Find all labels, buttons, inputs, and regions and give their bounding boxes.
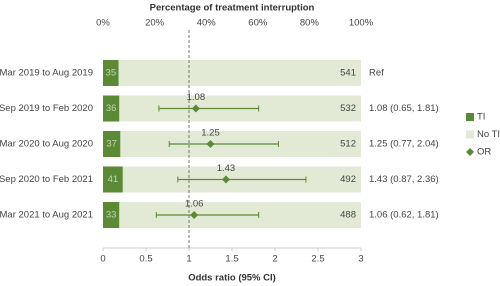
- or-marker: [221, 175, 230, 184]
- bar-ti: [103, 131, 121, 157]
- bar-ti: [103, 202, 120, 228]
- bottom-tick-label: 3: [358, 254, 363, 265]
- bottom-tick-label: 1.5: [225, 254, 238, 265]
- top-tick-label: 20%: [145, 18, 165, 29]
- category-label: Mar 2021 to Aug 2021: [0, 210, 93, 221]
- category-label: Mar 2019 to Aug 2019: [0, 68, 93, 79]
- legend-label: No TI: [477, 129, 500, 140]
- bar-ti: [103, 166, 123, 193]
- legend-swatch: [466, 113, 474, 121]
- result-label: 1.25 (0.77, 2.04): [369, 139, 439, 150]
- top-tick-label: 40%: [197, 18, 217, 29]
- no-ti-label: 492: [340, 174, 356, 185]
- bottom-tick-label: 0.5: [139, 254, 152, 265]
- or-label: 1.25: [201, 128, 220, 139]
- bar-ti: [103, 95, 120, 122]
- category-label: Sep 2020 to Feb 2021: [0, 174, 93, 185]
- result-label: 1.08 (0.65, 1.81): [369, 103, 439, 114]
- bar-no-ti: [118, 60, 361, 86]
- no-ti-label: 541: [340, 68, 356, 79]
- ti-label: 37: [106, 139, 117, 150]
- top-tick-label: 0%: [96, 18, 110, 29]
- ti-label: 33: [106, 210, 117, 221]
- bottom-tick-label: 2.5: [311, 254, 324, 265]
- result-label: 1.06 (0.62, 1.81): [369, 210, 439, 221]
- legend-swatch: [466, 130, 474, 139]
- bottom-axis-title: Odds ratio (95% CI): [188, 273, 276, 284]
- bottom-tick-label: 0: [100, 254, 105, 265]
- no-ti-label: 512: [340, 139, 356, 150]
- legend-label: TI: [477, 112, 485, 123]
- ti-label: 36: [106, 103, 117, 114]
- ti-label: 41: [108, 174, 119, 185]
- result-label: Ref: [369, 68, 384, 79]
- legend-label: OR: [477, 147, 491, 158]
- or-marker: [206, 140, 215, 148]
- category-label: Mar 2020 to Aug 2020: [0, 139, 93, 150]
- top-tick-label: 60%: [248, 18, 268, 29]
- top-tick-label: 80%: [300, 18, 320, 29]
- or-marker: [191, 104, 200, 113]
- bottom-tick-label: 1: [186, 254, 191, 265]
- bottom-tick-label: 2: [272, 254, 277, 265]
- ti-label: 35: [106, 68, 117, 79]
- or-marker: [190, 211, 199, 219]
- top-axis-title: Percentage of treatment interruption: [150, 3, 315, 14]
- top-tick-label: 100%: [349, 18, 374, 29]
- no-ti-label: 488: [340, 210, 356, 221]
- or-label: 1.43: [217, 163, 236, 174]
- bar-ti: [103, 60, 119, 86]
- legend-swatch: [466, 148, 474, 156]
- or-label: 1.08: [187, 92, 206, 103]
- or-label: 1.06: [185, 199, 204, 210]
- no-ti-label: 532: [340, 103, 356, 114]
- result-label: 1.43 (0.87, 2.36): [369, 174, 439, 185]
- category-label: Sep 2019 to Feb 2020: [0, 103, 93, 114]
